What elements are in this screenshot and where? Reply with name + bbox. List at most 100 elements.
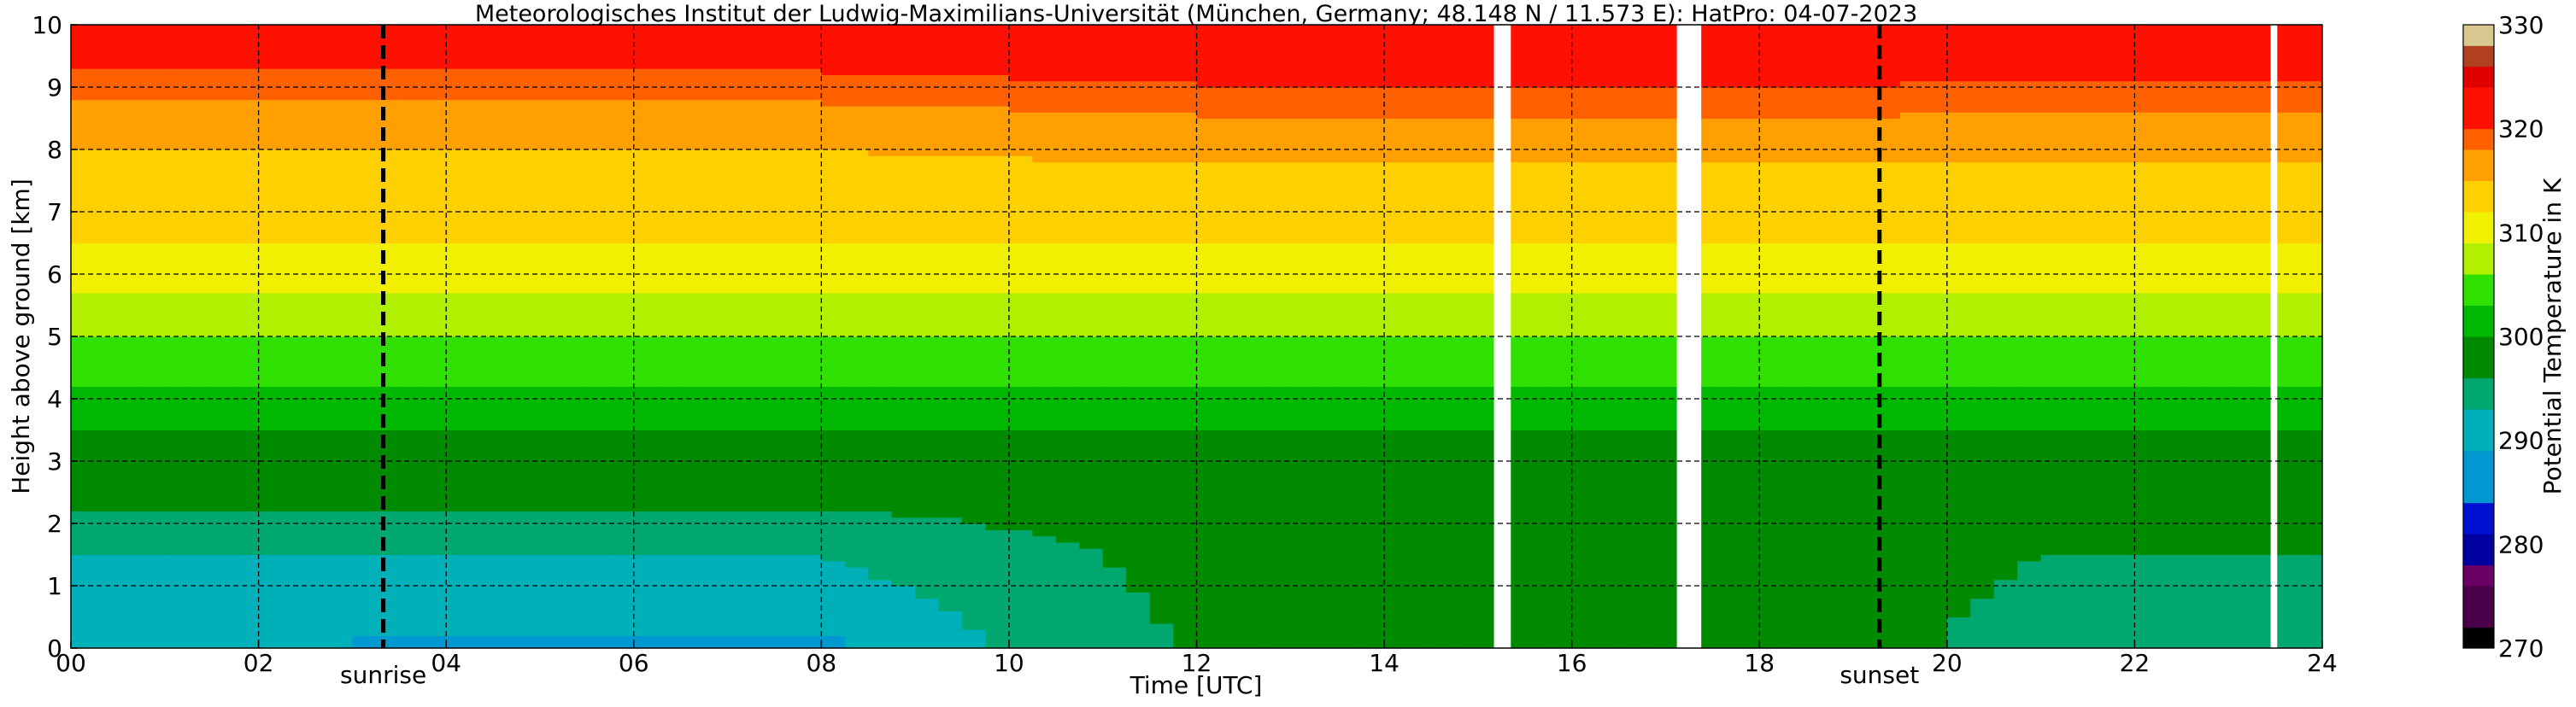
heat-cell (633, 548, 658, 556)
heat-cell (610, 118, 635, 126)
heat-cell (657, 535, 682, 543)
heat-cell (305, 218, 330, 225)
heat-cell (586, 523, 611, 530)
heat-cell (915, 255, 940, 262)
heat-cell (633, 74, 658, 82)
heat-cell (938, 87, 963, 94)
heat-cell (141, 37, 166, 44)
heat-cell (586, 380, 611, 387)
heat-cell (868, 354, 893, 362)
heat-cell (211, 274, 236, 281)
heat-cell (1008, 399, 1033, 406)
heat-cell (305, 386, 330, 394)
heat-cell (469, 535, 494, 543)
heat-cell (1173, 131, 1198, 137)
heat-cell (915, 354, 940, 362)
heat-cell (188, 248, 213, 256)
heat-cell (446, 448, 471, 456)
heat-cell (821, 50, 846, 57)
heat-cell (797, 399, 822, 406)
heat-cell (1032, 424, 1057, 431)
heatmap-field (71, 25, 2322, 648)
heat-cell (258, 417, 283, 424)
heat-cell (680, 517, 705, 524)
heat-cell (1055, 554, 1080, 562)
heat-cell (657, 305, 682, 313)
heat-cell (328, 361, 353, 369)
heat-cell (610, 25, 635, 32)
heat-cell (493, 311, 518, 318)
heat-cell (352, 442, 377, 449)
heat-cell (399, 212, 424, 219)
heat-cell (821, 237, 846, 244)
heat-cell (1196, 635, 1221, 643)
heat-cell (446, 505, 471, 511)
heat-cell (844, 31, 869, 38)
heat-cell (1173, 411, 1198, 418)
heat-cell (774, 505, 799, 511)
heat-cell (962, 635, 987, 643)
heat-cell (117, 105, 142, 113)
heat-cell (1102, 118, 1127, 126)
heat-cell (164, 212, 189, 219)
heat-cell (164, 392, 189, 400)
heat-cell (633, 573, 658, 581)
heat-cell (282, 87, 307, 94)
heat-cell (586, 25, 611, 32)
heat-cell (94, 616, 119, 624)
heat-cell (305, 124, 330, 131)
heat-cell (282, 155, 307, 163)
heat-cell (188, 424, 213, 431)
heat-cell (1032, 380, 1057, 387)
heat-cell (915, 299, 940, 307)
heat-cell (915, 180, 940, 188)
heat-cell (704, 212, 729, 219)
heat-cell (469, 567, 494, 574)
heat-cell (657, 255, 682, 262)
heat-cell (915, 80, 940, 88)
heat-cell (71, 330, 96, 337)
heat-cell (282, 373, 307, 381)
heat-cell (493, 292, 518, 300)
heat-cell (1219, 604, 1244, 611)
heat-cell (352, 467, 377, 475)
heat-cell (493, 224, 518, 231)
heat-cell (610, 435, 635, 443)
heat-cell (399, 112, 424, 120)
heat-cell (1102, 212, 1127, 219)
heat-cell (962, 292, 987, 300)
heat-cell (1032, 50, 1057, 57)
heat-cell (516, 417, 541, 424)
heat-cell (469, 93, 494, 101)
heat-cell (211, 318, 236, 324)
heat-cell (985, 212, 1010, 219)
heat-cell (1196, 131, 1221, 137)
heat-cell (328, 25, 353, 32)
heat-cell (375, 212, 400, 219)
heat-cell (94, 392, 119, 400)
heat-cell (563, 336, 588, 343)
heat-cell (1008, 167, 1033, 175)
heat-cell (750, 174, 776, 182)
heat-cell (774, 299, 799, 307)
heat-cell (633, 629, 658, 636)
heat-cell (235, 174, 260, 182)
heat-cell (71, 498, 96, 505)
heat-cell (305, 342, 330, 350)
heat-cell (1079, 417, 1104, 424)
heat-cell (1055, 324, 1080, 331)
heat-cell (352, 25, 377, 32)
heat-cell (891, 448, 916, 456)
heat-cell (727, 560, 752, 568)
heat-cell (962, 535, 987, 543)
heat-cell (305, 361, 330, 369)
heat-cell (539, 161, 565, 169)
heat-cell (1008, 87, 1033, 94)
heat-cell (1196, 486, 1221, 494)
heat-cell (188, 149, 213, 156)
heat-cell (164, 61, 189, 69)
heat-cell (446, 616, 471, 624)
heat-cell (727, 348, 752, 356)
heat-cell (750, 354, 776, 362)
heat-cell (1219, 586, 1244, 593)
